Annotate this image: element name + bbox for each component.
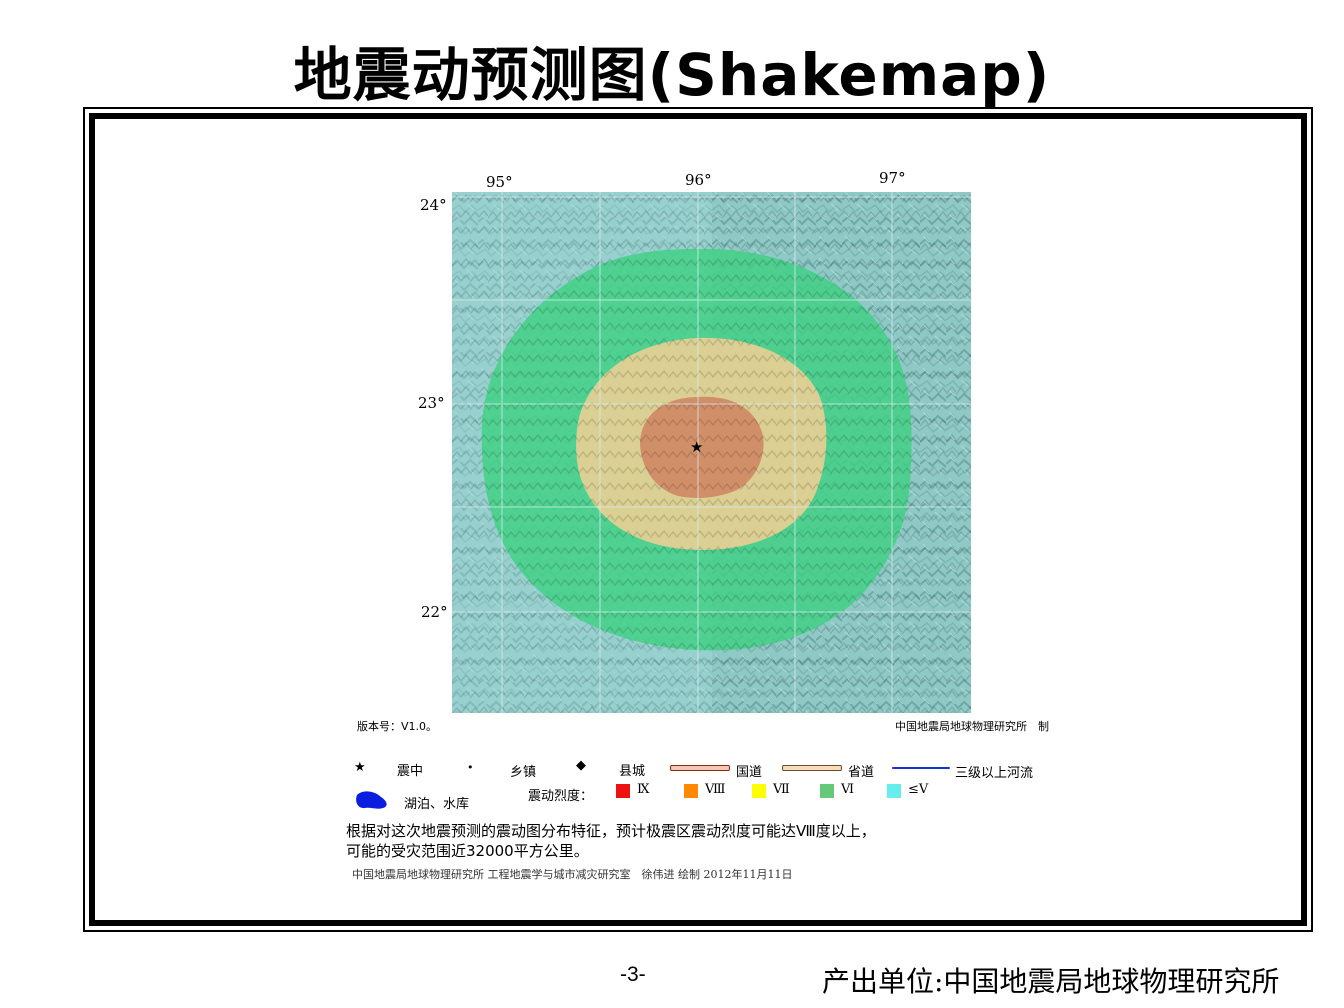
epicenter-star-icon: ★ xyxy=(690,438,703,456)
legend-epicenter: 震中 xyxy=(397,764,424,779)
legend-intensity-label: 震动烈度： xyxy=(528,789,594,804)
intensity-viii-swatch xyxy=(684,784,698,798)
legend-county: 县城 xyxy=(619,764,646,779)
legend-river: 三级以上河流 xyxy=(955,766,1034,781)
shakemap[interactable]: ★ xyxy=(452,192,971,713)
lon-label-95: 95° xyxy=(486,173,513,191)
description-line-2: 可能的受灾范围近32000平方公里。 xyxy=(346,842,589,860)
credit-line: 中国地震局地球物理研究所 工程地震学与城市减灾研究室 徐伟进 绘制 2012年1… xyxy=(352,868,793,881)
page-number: -3- xyxy=(620,963,646,986)
intensity-v-swatch xyxy=(887,784,901,798)
town-icon: • xyxy=(467,761,474,774)
inner-frame xyxy=(89,113,1307,926)
intensity-v-label: ≤Ⅴ xyxy=(908,782,929,797)
provincial-road-line-icon xyxy=(782,765,842,771)
lon-label-97: 97° xyxy=(879,169,906,187)
legend-town: 乡镇 xyxy=(510,765,537,780)
lake-icon xyxy=(356,791,387,809)
intensity-ix-label: Ⅸ xyxy=(637,782,650,797)
lat-label-22: 22° xyxy=(421,603,448,621)
national-road-line-icon xyxy=(670,765,730,771)
county-icon: ◆ xyxy=(576,758,586,773)
epicenter-icon: ★ xyxy=(354,760,366,775)
version-label: 版本号：V1.0。 xyxy=(357,720,438,733)
legend-national-road: 国道 xyxy=(736,765,763,780)
producer-org: 产出单位:中国地震局地球物理研究所 xyxy=(822,965,1280,998)
intensity-vii-swatch xyxy=(752,784,766,798)
producer-label: 中国地震局地球物理研究所 制 xyxy=(895,720,1049,733)
legend-lake: 湖泊、水库 xyxy=(404,797,470,812)
description-line-1: 根据对这次地震预测的震动图分布特征，预计极震区震动烈度可能达Ⅷ度以上， xyxy=(346,822,876,840)
intensity-vi-swatch xyxy=(820,784,834,798)
intensity-ix-swatch xyxy=(616,784,630,798)
intensity-viii-label: Ⅷ xyxy=(705,782,726,797)
lat-label-23: 23° xyxy=(418,394,445,412)
lat-label-24: 24° xyxy=(420,196,447,214)
outer-frame xyxy=(83,107,1313,932)
intensity-vi-label: Ⅵ xyxy=(841,782,855,797)
lon-label-96: 96° xyxy=(685,171,712,189)
legend-provincial-road: 省道 xyxy=(848,765,875,780)
slide-title: 地震动预测图(Shakemap) xyxy=(293,41,1051,109)
intensity-vii-label: Ⅶ xyxy=(773,782,790,797)
river-line-icon xyxy=(892,767,950,769)
